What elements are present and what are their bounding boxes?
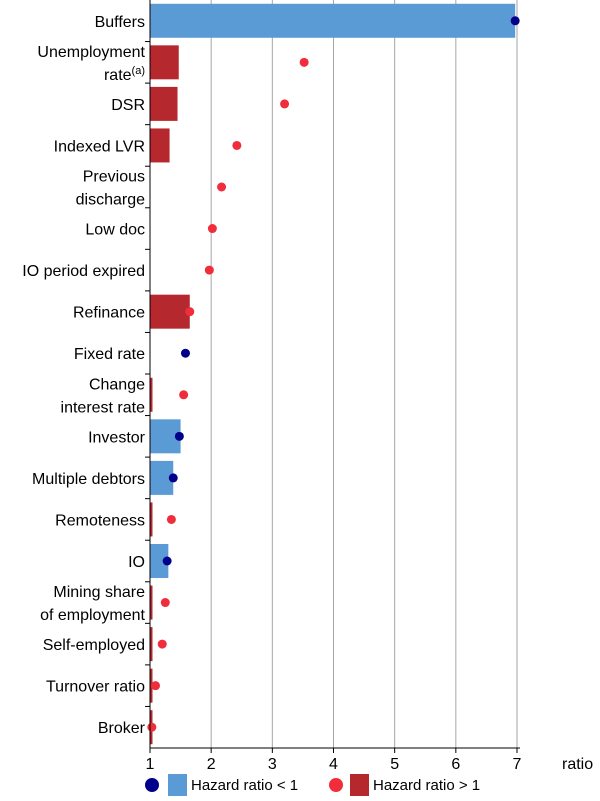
dot (166, 514, 176, 524)
x-tick-label: 3 (268, 756, 277, 773)
x-axis-label: ratio (562, 756, 593, 773)
dot (280, 99, 290, 109)
bars (150, 3, 516, 745)
legend-swatch-gt1 (350, 774, 369, 796)
bar (150, 544, 169, 578)
bar (150, 128, 170, 163)
category-label: Buffers (95, 14, 145, 31)
legend-label-gt1: Hazard ratio > 1 (373, 777, 480, 794)
legend: Hazard ratio < 1 Hazard ratio > 1 (145, 774, 480, 796)
axes (145, 0, 520, 753)
category-label: Investor (88, 429, 146, 446)
bar (150, 86, 178, 121)
dot (160, 598, 170, 608)
grid-lines (210, 0, 518, 748)
category-label: Fixed rate (74, 346, 145, 363)
dot (168, 473, 178, 483)
category-label: DSR (111, 97, 145, 114)
dot (174, 431, 184, 441)
x-tick-label: 5 (390, 756, 399, 773)
category-label: Indexed LVR (54, 138, 145, 155)
dot (185, 307, 195, 317)
legend-dot-gt1 (329, 778, 343, 792)
category-label: Refinance (73, 305, 145, 322)
bar (150, 377, 153, 412)
category-labels: Buffers Unemployment rate(a) DSR Indexed LVR… (22, 14, 145, 737)
bar (150, 45, 179, 80)
category-label: IO period expired (22, 263, 145, 280)
category-label: Previous discharge (76, 169, 145, 209)
x-tick-label: 1 (146, 756, 155, 773)
bar (150, 627, 153, 662)
bar (150, 294, 190, 329)
category-label: Remoteness (55, 512, 145, 529)
legend-label-lt1: Hazard ratio < 1 (191, 777, 298, 794)
legend-swatch-lt1 (168, 774, 187, 796)
category-label: Change interest rate (61, 376, 146, 416)
dot (299, 57, 309, 67)
category-label: Turnover ratio (46, 679, 145, 696)
category-label: Mining share of employment (40, 584, 145, 624)
x-tick-label: 4 (329, 756, 338, 773)
dot (151, 681, 161, 691)
bar (150, 585, 153, 620)
dot (207, 224, 217, 234)
category-label: Broker (98, 720, 146, 737)
category-label: Low doc (85, 222, 145, 239)
bar (150, 502, 153, 537)
x-tick-labels: 1 2 3 4 5 6 7 (146, 756, 522, 773)
dot (217, 182, 227, 192)
dot (162, 556, 172, 566)
dot (179, 390, 189, 400)
dots (147, 16, 520, 732)
x-tick-label: 7 (513, 756, 522, 773)
legend-dot-lt1 (145, 778, 159, 792)
dot (232, 140, 242, 150)
x-tick-label: 2 (207, 756, 216, 773)
dot (157, 639, 167, 649)
category-label: IO (128, 554, 145, 571)
x-tick-label: 6 (451, 756, 460, 773)
dot (510, 16, 520, 26)
category-label: Unemployment rate(a) (37, 44, 145, 84)
bar (150, 460, 174, 495)
bar (150, 3, 516, 38)
category-label: Multiple debtors (32, 471, 145, 488)
dot (147, 722, 157, 732)
category-label: Self-employed (43, 637, 145, 654)
dot (180, 348, 190, 358)
dot (204, 265, 214, 275)
